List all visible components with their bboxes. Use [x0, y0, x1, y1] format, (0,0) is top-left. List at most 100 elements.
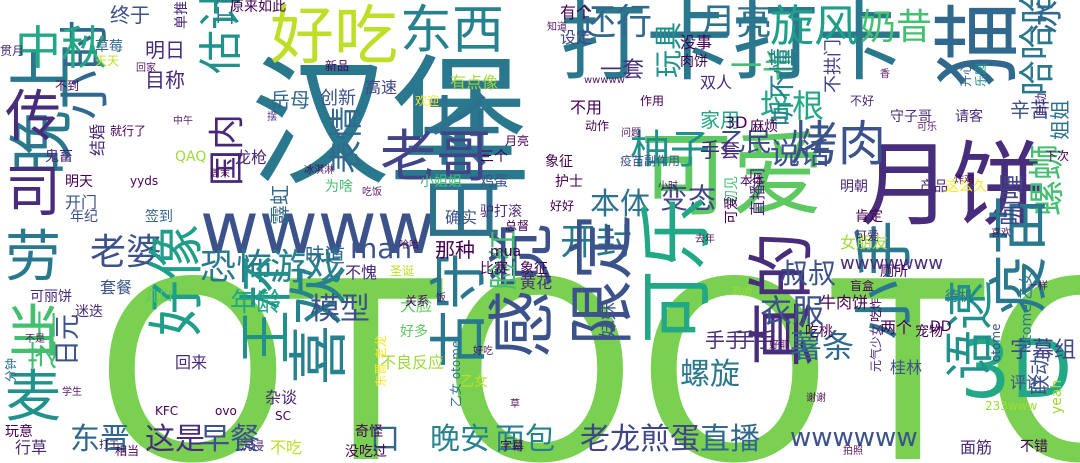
- cloud-word: 变态: [660, 182, 717, 215]
- cloud-word: 月亮: [700, 2, 773, 43]
- cloud-word: 产品: [920, 179, 948, 195]
- cloud-word: 回家: [136, 63, 156, 74]
- cloud-word: 学生: [62, 387, 82, 398]
- cloud-word: 单推: [174, 1, 190, 29]
- cloud-word: 螺旋: [680, 357, 740, 392]
- cloud-word: 姐姐: [1048, 100, 1072, 140]
- cloud-word: 麻烦: [750, 119, 778, 135]
- cloud-word: 可爱: [724, 196, 740, 224]
- cloud-word: 回来: [175, 353, 208, 372]
- cloud-word: man: [350, 232, 413, 265]
- cloud-word: 盲盒: [850, 279, 875, 293]
- cloud-word: 年龄: [230, 288, 283, 318]
- cloud-word: 233www: [985, 399, 1038, 413]
- cloud-word: 月亮: [505, 134, 530, 148]
- cloud-word: 开心: [959, 62, 973, 87]
- cloud-word: 吃饭: [362, 187, 382, 198]
- cloud-word: 司: [5, 160, 61, 225]
- cloud-word: 早餐: [200, 422, 260, 457]
- cloud-word: 肯定: [855, 209, 883, 225]
- cloud-word: 模型: [310, 292, 370, 327]
- cloud-word: 小姐姐: [420, 174, 462, 190]
- cloud-word: 问题: [621, 128, 641, 139]
- cloud-word: wwww: [200, 186, 436, 270]
- cloud-word: 可丽饼: [30, 289, 72, 305]
- cloud-word: 手手: [735, 328, 775, 352]
- cloud-word: 相当: [115, 444, 140, 458]
- cloud-word: 拍照: [843, 446, 863, 457]
- cloud-word: 就行了: [110, 124, 147, 138]
- cloud-word: 沉浸: [240, 439, 265, 453]
- cloud-word: 下次: [1045, 149, 1070, 163]
- cloud-word: 中午: [173, 116, 193, 127]
- cloud-word: 手手: [705, 328, 745, 352]
- cloud-word: 签到: [145, 209, 173, 225]
- cloud-word: yyds: [130, 174, 159, 188]
- cloud-word: 饭: [436, 293, 446, 304]
- cloud-word: 手套: [700, 138, 740, 162]
- cloud-word: 疫苗副作用: [620, 154, 681, 168]
- cloud-word: 可乐: [917, 122, 937, 133]
- cloud-word: 这么久: [945, 179, 987, 195]
- cloud-word: wwwwwww: [840, 253, 944, 274]
- cloud-word: 开门: [65, 193, 98, 212]
- cloud-word: 两个: [880, 318, 913, 337]
- cloud-word: 有个: [560, 3, 593, 22]
- cloud-word: 游戏: [270, 247, 343, 288]
- cloud-word: 鸡肉: [732, 287, 752, 298]
- cloud-word: 一套: [600, 58, 645, 83]
- cloud-word: 老婆: [90, 232, 163, 273]
- cloud-word: 创新: [320, 88, 356, 109]
- cloud-word: 一样: [1028, 281, 1048, 292]
- cloud-word: 字幕组: [1010, 338, 1077, 363]
- cloud-word: wwwww: [584, 75, 625, 86]
- cloud-word: 比赛: [480, 261, 508, 277]
- cloud-word: 待机: [945, 289, 973, 305]
- cloud-word: 象征: [520, 261, 548, 277]
- cloud-word: 年纪: [70, 209, 98, 225]
- cloud-word: 汉堡: [250, 43, 531, 206]
- cloud-word: 口: [370, 422, 400, 457]
- cloud-word: 女朋友: [840, 233, 889, 252]
- cloud-word: 明朝: [840, 179, 868, 195]
- cloud-word: 东晋 老龙: [374, 335, 388, 387]
- cloud-word: 那种: [435, 238, 475, 262]
- cloud-word: 晚安: [430, 422, 490, 457]
- cloud-word: 元气少女: [869, 323, 883, 372]
- cloud-word: 知道: [547, 22, 567, 33]
- cloud-word: 不良反应: [380, 353, 445, 372]
- cloud-word: 套餐: [100, 278, 133, 297]
- cloud-word: 不愧: [345, 263, 378, 282]
- cloud-word: 确实: [445, 208, 478, 227]
- cloud-word: 结婚: [88, 123, 107, 156]
- cloud-word: 奶昔: [860, 7, 933, 48]
- cloud-word: 3D: [725, 113, 748, 132]
- cloud-word: 可爱: [640, 122, 825, 229]
- cloud-word: 家用: [700, 108, 740, 132]
- cloud-word: 驴打滚: [480, 204, 522, 220]
- cloud-word: 本体: [590, 187, 650, 222]
- cloud-word: 新品: [325, 59, 350, 73]
- cloud-word: 冰箱: [1027, 0, 1067, 34]
- cloud-word: 守子哥: [890, 109, 932, 125]
- cloud-word: 吃桃: [805, 324, 833, 340]
- cloud-word: 不用: [570, 98, 603, 117]
- cloud-word: 联动: [1028, 355, 1052, 395]
- cloud-word: 喜欢: [991, 228, 1011, 239]
- cloud-word: 原来如此: [230, 0, 286, 15]
- cloud-word: 劳: [5, 225, 61, 290]
- cloud-word: 打卡打卡: [560, 0, 904, 93]
- cloud-word: 霹虹: [268, 185, 292, 225]
- cloud-word: 开封: [560, 222, 633, 263]
- cloud-word: 乐园: [974, 62, 988, 87]
- cloud-word: 小时: [658, 181, 678, 192]
- cloud-word: 周末: [210, 169, 230, 180]
- cloud-word: 烤肉: [790, 116, 887, 172]
- cloud-word: 东西: [400, 1, 505, 61]
- cloud-word: 天天: [95, 54, 120, 68]
- cloud-word: 好像: [145, 224, 210, 336]
- cloud-word: 鬼畜: [45, 149, 73, 165]
- cloud-word: 听不懂: [768, 47, 798, 126]
- cloud-word: 有点像: [450, 73, 499, 92]
